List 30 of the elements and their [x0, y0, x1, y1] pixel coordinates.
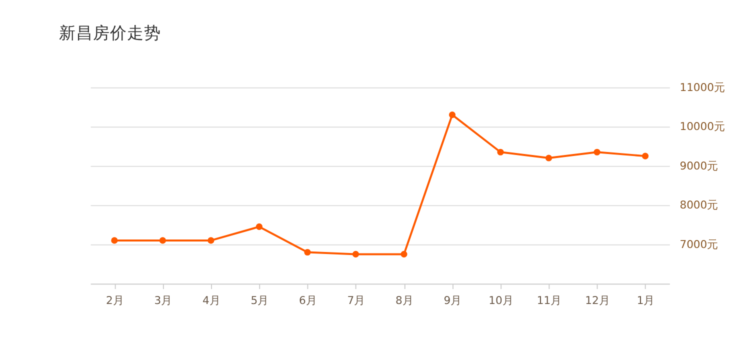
y-tick-label: 10000元 [680, 120, 726, 134]
x-tick-label: 5月 [250, 294, 269, 307]
point [304, 248, 311, 256]
point [400, 250, 408, 258]
point [256, 223, 262, 230]
y-tick-label: 9000元 [680, 159, 718, 172]
x-tick-label: 2月 [106, 294, 124, 307]
x-tick-label: 1月 [636, 294, 655, 307]
x-tick-label: 9月 [444, 294, 462, 307]
point [642, 152, 649, 160]
x-tick-label: 7月 [347, 294, 366, 307]
point [159, 237, 166, 244]
point [545, 154, 552, 162]
point [111, 237, 118, 244]
y-tick-label: 8000元 [680, 198, 718, 212]
x-tick-label: 4月 [202, 294, 220, 307]
point [497, 148, 504, 156]
x-tick-label: 6月 [299, 294, 317, 307]
x-tick-label: 8月 [396, 294, 414, 307]
point [594, 148, 600, 156]
x-tick-label: 10月 [488, 294, 514, 307]
point [208, 237, 214, 244]
y-tick-label: 7000元 [680, 238, 718, 251]
x-tick-label: 12月 [585, 294, 610, 307]
x-tick-label: 11月 [536, 294, 562, 307]
chart-title: 新昌房价走势 [58, 23, 161, 42]
point [352, 250, 360, 258]
x-tick-label: 3月 [154, 294, 172, 307]
y-tick-label: 11000元 [680, 80, 726, 94]
point [448, 112, 456, 118]
